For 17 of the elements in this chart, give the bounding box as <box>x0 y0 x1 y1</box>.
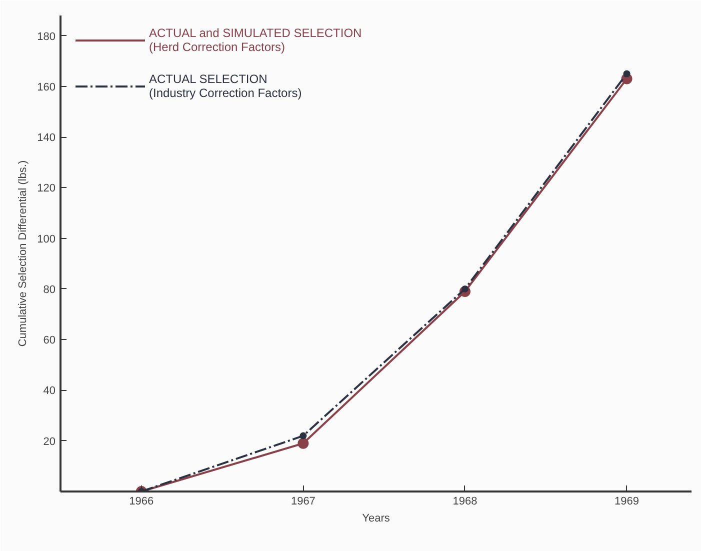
y-tick-label: 100 <box>37 233 56 246</box>
y-tick-label: 80 <box>43 284 56 296</box>
y-tick-label: 60 <box>43 334 56 347</box>
x-axis-title: Years <box>362 512 390 524</box>
y-tick-label: 160 <box>37 81 56 94</box>
x-tick-label: 1967 <box>290 496 316 508</box>
y-axis-title: Cumulative Selection Differential (lbs.) <box>17 160 30 347</box>
y-tick-label: 20 <box>43 436 56 448</box>
text: ACTUAL and SIMULATED SELECTION (Herd Correction Factors) <box>149 26 362 54</box>
x-tick-label: 1966 <box>129 496 154 508</box>
y-tick-label: 40 <box>43 385 56 398</box>
y-tick-label: 120 <box>37 182 56 195</box>
x-tick-label: 1969 <box>614 496 640 508</box>
y-tick-label: 140 <box>37 132 56 144</box>
text: ACTUAL SELECTION (Industry Correction Factors) <box>149 72 302 100</box>
x-tick-label: 1968 <box>452 496 478 508</box>
y-tick-label: 180 <box>37 30 56 43</box>
